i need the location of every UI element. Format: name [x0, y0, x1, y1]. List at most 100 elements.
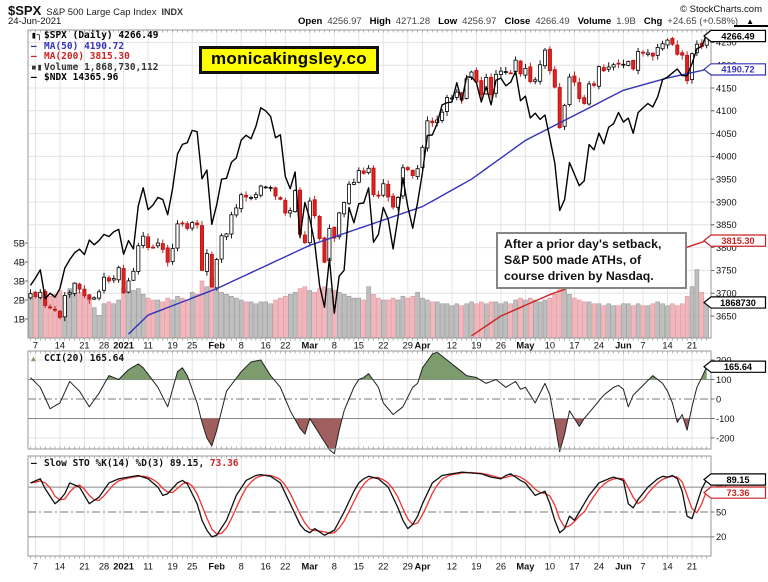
svg-text:21: 21: [79, 341, 89, 351]
svg-text:19: 19: [471, 341, 481, 351]
svg-text:19: 19: [167, 341, 177, 351]
svg-text:28: 28: [99, 341, 109, 351]
svg-text:4000: 4000: [716, 152, 737, 162]
svg-text:100: 100: [716, 375, 732, 385]
svg-text:4050: 4050: [716, 129, 737, 139]
svg-text:29: 29: [403, 341, 413, 351]
low-label: Low: [438, 16, 458, 27]
svg-text:17: 17: [569, 562, 579, 572]
svg-text:10: 10: [545, 341, 555, 351]
copyright: © StockCharts.com: [680, 4, 762, 15]
candlestick-icon: ▮╮: [31, 30, 43, 41]
legend-volume: ▪▮ Volume 1,868,730,112: [31, 61, 159, 73]
svg-text:7: 7: [33, 341, 38, 351]
svg-text:165.64: 165.64: [724, 362, 753, 372]
svg-text:4190.72: 4190.72: [721, 65, 754, 75]
svg-text:17: 17: [569, 341, 579, 351]
chart-header: $SPX S&P 500 Large Cap Index INDX: [8, 2, 183, 20]
svg-text:3750: 3750: [716, 266, 737, 276]
annotation-box: After a prior day's setback, S&P 500 mad…: [496, 232, 687, 289]
svg-text:May: May: [516, 341, 535, 351]
svg-text:25: 25: [187, 562, 197, 572]
svg-text:11: 11: [143, 341, 153, 351]
exchange: INDX: [161, 7, 183, 17]
svg-text:Jun: Jun: [615, 562, 632, 572]
svg-text:14: 14: [55, 562, 65, 572]
svg-text:Jun: Jun: [615, 341, 632, 351]
axis-labels: 3650 3700 3750 3800 3850 3900 3950 4000 4050 4100…: [14, 38, 737, 572]
svg-text:26: 26: [496, 562, 506, 572]
legend-spx: ▮╮ $SPX (Daily) 4266.49: [31, 30, 159, 41]
svg-text:Mar: Mar: [302, 562, 319, 572]
stochastic-lines: [30, 471, 708, 538]
svg-text:3950: 3950: [716, 175, 737, 185]
svg-text:7: 7: [33, 562, 38, 572]
svg-text:24: 24: [594, 341, 604, 351]
svg-text:26: 26: [496, 341, 506, 351]
cci-legend: ▲ CCI(20) 165.64: [31, 353, 125, 364]
high-label: High: [369, 16, 391, 27]
svg-text:4150: 4150: [716, 83, 737, 93]
annotation-line: S&P 500 made ATHs, of: [504, 253, 642, 267]
svg-text:4B: 4B: [14, 257, 25, 267]
svg-text:1B: 1B: [14, 314, 25, 324]
svg-text:7: 7: [640, 341, 645, 351]
svg-text:21: 21: [687, 341, 697, 351]
svg-text:12: 12: [447, 562, 457, 572]
svg-text:89.15: 89.15: [727, 475, 750, 485]
svg-text:22: 22: [280, 341, 290, 351]
legend-ndx: — $NDX 14365.96: [31, 72, 119, 84]
svg-text:2B: 2B: [14, 295, 25, 305]
sto-line-icon: —: [31, 458, 37, 469]
annotation-line: After a prior day's setback,: [504, 237, 662, 251]
svg-text:22: 22: [378, 562, 388, 572]
svg-text:3815.30: 3815.30: [721, 236, 754, 246]
close-value: 4266.49: [535, 16, 570, 27]
svg-text:3B: 3B: [14, 276, 25, 286]
svg-text:7: 7: [640, 562, 645, 572]
cci-area-icon: ▲: [31, 354, 36, 363]
cci-indicator: [30, 351, 708, 455]
svg-text:29: 29: [403, 562, 413, 572]
svg-text:4250: 4250: [716, 38, 737, 48]
svg-text:3650: 3650: [716, 311, 737, 321]
svg-text:1868730: 1868730: [720, 298, 756, 308]
svg-text:22: 22: [378, 341, 388, 351]
ma50-line-icon: —: [31, 40, 37, 52]
svg-text:22: 22: [280, 562, 290, 572]
svg-text:2021: 2021: [113, 562, 134, 572]
svg-text:15: 15: [354, 341, 364, 351]
svg-text:20: 20: [716, 532, 726, 542]
price-tags: 4266.49 4190.72 3815.30 1868730 165.64 89.15 7…: [703, 29, 767, 499]
svg-text:21: 21: [687, 562, 697, 572]
ndx-line-icon: —: [31, 72, 37, 84]
header-underline: [734, 25, 768, 27]
svg-text:-200: -200: [716, 433, 735, 443]
svg-text:15: 15: [354, 562, 364, 572]
svg-text:19: 19: [471, 562, 481, 572]
open-value: 4256.97: [327, 16, 362, 27]
day-ticks: [30, 30, 707, 559]
volume-label: Volume: [577, 16, 612, 27]
chg-label: Chg: [643, 16, 663, 27]
volume-bars: [28, 269, 709, 339]
close-label: Close: [504, 16, 531, 27]
panel-borders: [27, 29, 712, 557]
volume-value: 1.9B: [616, 16, 636, 27]
sto-legend: — Slow STO %K(14) %D(3) 89.15, 73.36: [31, 458, 239, 469]
svg-text:50: 50: [716, 507, 726, 517]
svg-text:Apr: Apr: [414, 562, 430, 572]
svg-text:3700: 3700: [716, 289, 737, 299]
svg-text:73.36: 73.36: [727, 488, 750, 498]
main-chart-legend: ▮╮ $SPX (Daily) 4266.49 — MA(50) 4190.72 —…: [31, 30, 159, 84]
open-label: Open: [298, 16, 323, 27]
svg-text:14: 14: [662, 341, 672, 351]
svg-text:Mar: Mar: [302, 341, 319, 351]
svg-text:-100: -100: [716, 414, 735, 424]
svg-text:8: 8: [239, 562, 244, 572]
candlesticks: [28, 33, 709, 322]
svg-text:12: 12: [447, 341, 457, 351]
watermark-badge: monicakingsley.co: [199, 46, 379, 74]
